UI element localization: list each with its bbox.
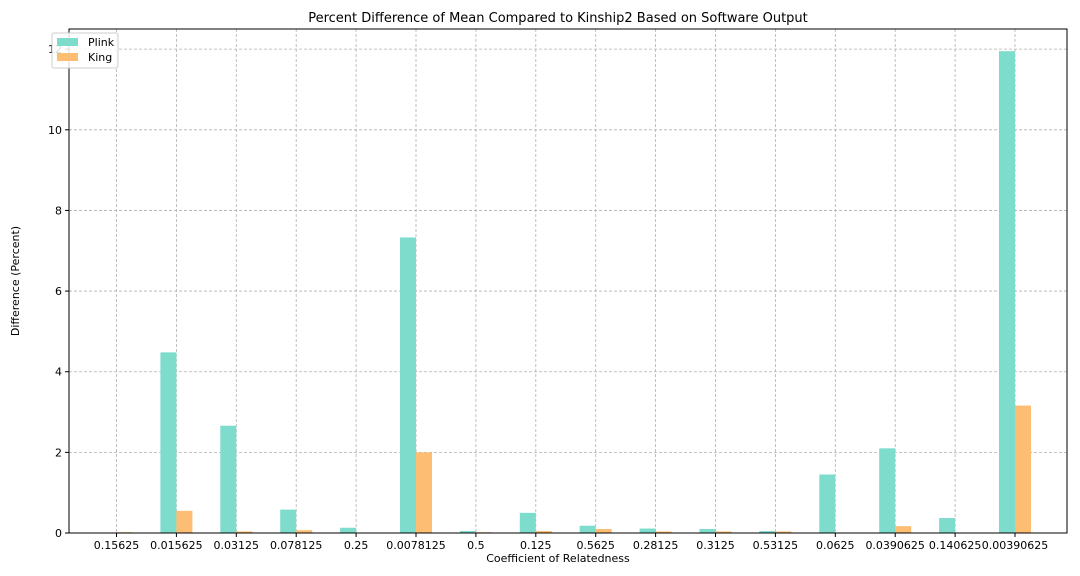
bar-plink-0.0078125 xyxy=(400,237,416,533)
x-axis-label: Coefficient of Relatedness xyxy=(486,552,630,565)
bar-king-0.03125 xyxy=(236,531,253,533)
x-tick-label: 0.00390625 xyxy=(982,539,1048,552)
x-tick-label: 0.5 xyxy=(467,539,485,552)
plot-frame xyxy=(68,28,1068,534)
x-tick-label: 0.28125 xyxy=(633,539,679,552)
y-tick-label: 2 xyxy=(55,446,62,459)
bar-plink-0.03125 xyxy=(220,425,237,533)
legend-label-plink: Plink xyxy=(88,36,115,49)
bar-plink-0.015625 xyxy=(160,352,177,533)
x-tick-label: 0.15625 xyxy=(94,539,140,552)
bar-plink-0.125 xyxy=(519,512,536,533)
bar-king-0.015625 xyxy=(176,510,193,533)
y-tick-label: 8 xyxy=(55,204,62,217)
x-tick-label: 0.25 xyxy=(344,539,369,552)
y-axis-ticks: 024681012 xyxy=(48,43,69,540)
x-tick-label: 0.140625 xyxy=(929,539,982,552)
legend-swatch-plink xyxy=(57,38,78,46)
y-tick-label: 6 xyxy=(55,285,62,298)
bar-king-0.0390625 xyxy=(895,526,912,533)
bar-plink-0.00390625 xyxy=(999,51,1015,534)
bar-plink-0.28125 xyxy=(639,528,656,533)
bar-plink-0.140625 xyxy=(939,518,956,533)
x-axis-ticks: 0.15625 0.015625 0.03125 0.078125 0.25 0.0078… xyxy=(94,533,1048,552)
x-tick-label: 0.53125 xyxy=(753,539,799,552)
bars xyxy=(116,51,1031,534)
bar-plink-0.5 xyxy=(459,530,476,533)
x-tick-label: 0.0390625 xyxy=(865,539,925,552)
y-tick-label: 4 xyxy=(55,366,62,379)
x-tick-label: 0.015625 xyxy=(150,539,203,552)
bar-king-0.0078125 xyxy=(416,452,432,533)
x-tick-label: 0.0625 xyxy=(816,539,855,552)
legend: Plink King xyxy=(51,32,119,69)
bar-plink-0.3125 xyxy=(699,528,716,533)
bar-king-0.125 xyxy=(535,530,552,533)
bar-plink-0.0390625 xyxy=(879,448,896,533)
bar-plink-0.53125 xyxy=(759,530,776,533)
x-tick-label: 0.0078125 xyxy=(386,539,446,552)
x-tick-label: 0.125 xyxy=(520,539,552,552)
bar-king-0.3125 xyxy=(715,531,732,533)
x-tick-label: 0.078125 xyxy=(270,539,323,552)
grid xyxy=(69,29,1067,534)
bar-plink-0.0625 xyxy=(819,474,836,533)
bar-king-0.53125 xyxy=(775,531,792,533)
y-tick-label: 10 xyxy=(48,124,62,137)
bar-king-0.28125 xyxy=(655,531,672,533)
bar-king-0.078125 xyxy=(296,530,313,533)
bar-king-0.00390625 xyxy=(1015,405,1031,533)
legend-label-king: King xyxy=(88,51,112,64)
bar-king-0.5625 xyxy=(595,528,612,533)
y-axis-label: Difference (Percent) xyxy=(9,226,22,336)
legend-swatch-king xyxy=(57,53,78,61)
y-tick-label: 0 xyxy=(55,527,62,540)
bar-plink-0.5625 xyxy=(579,525,596,533)
x-tick-label: 0.03125 xyxy=(214,539,260,552)
bar-plink-0.078125 xyxy=(280,509,297,533)
x-tick-label: 0.3125 xyxy=(696,539,735,552)
bar-plink-0.25 xyxy=(340,527,357,533)
x-tick-label: 0.5625 xyxy=(576,539,615,552)
chart-title: Percent Difference of Mean Compared to K… xyxy=(308,11,808,26)
